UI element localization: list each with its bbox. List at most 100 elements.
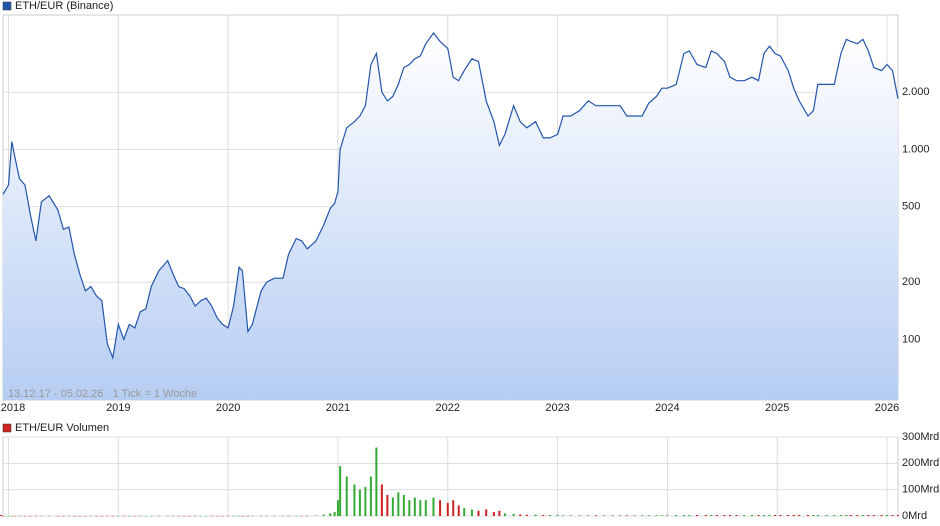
volume-bar xyxy=(587,515,590,516)
volume-bar xyxy=(696,514,699,516)
volume-bar xyxy=(188,515,191,517)
y-tick-label: 0Mrd xyxy=(902,510,927,522)
x-tick-label: 2019 xyxy=(106,402,130,414)
volume-bar xyxy=(282,515,285,517)
volume-bar xyxy=(205,515,208,517)
volume-bar xyxy=(463,508,466,516)
volume-bar xyxy=(556,514,559,516)
volume-bar xyxy=(194,515,197,517)
x-tick-label: 2021 xyxy=(326,402,350,414)
volume-bar xyxy=(424,500,427,516)
volume-bar xyxy=(73,515,76,517)
volume-bar xyxy=(353,484,356,516)
volume-bar xyxy=(839,514,842,516)
volume-bar xyxy=(849,514,852,516)
volume-bar xyxy=(477,510,480,516)
volume-bar xyxy=(825,514,828,516)
volume-bar xyxy=(812,514,815,516)
volume-bar xyxy=(369,476,372,516)
volume-bar xyxy=(602,515,605,516)
volume-bar xyxy=(221,515,224,517)
volume-bar xyxy=(300,515,303,517)
volume-bar xyxy=(95,515,98,517)
x-tick-label: 2025 xyxy=(765,402,789,414)
volume-bar xyxy=(768,514,771,516)
volume-bar xyxy=(265,515,268,517)
volume-bar xyxy=(7,515,10,517)
volume-bar xyxy=(498,510,501,516)
volume-bar xyxy=(647,515,650,516)
volume-bar xyxy=(682,514,685,516)
volume-bar xyxy=(100,515,103,517)
volume-bar xyxy=(806,514,809,516)
volume-bar xyxy=(122,515,125,517)
volume-bar xyxy=(897,514,899,516)
volume-bar xyxy=(14,515,17,517)
volume-bar xyxy=(111,515,114,517)
volume-bar xyxy=(139,515,142,517)
volume-bar xyxy=(117,515,120,517)
volume-bar xyxy=(172,515,175,517)
volume-bar xyxy=(89,515,92,517)
volume-bar xyxy=(525,514,528,516)
volume-bar xyxy=(397,492,400,516)
volume-bar xyxy=(595,515,598,516)
volume-bar xyxy=(183,515,186,517)
volume-bar xyxy=(29,515,32,517)
volume-bar xyxy=(273,515,276,517)
volume-bar xyxy=(512,513,515,516)
legend-label: ETH/EUR (Binance) xyxy=(15,0,113,12)
volume-bar xyxy=(763,514,766,516)
y-tick-label: 100Mrd xyxy=(902,484,939,496)
volume-bar xyxy=(548,514,551,516)
volume-bar xyxy=(723,514,726,516)
volume-bar xyxy=(845,514,848,516)
volume-bar xyxy=(666,515,669,516)
volume-bar xyxy=(872,514,875,516)
volume-bar xyxy=(23,515,26,517)
volume-bar xyxy=(157,515,160,517)
volume-bar xyxy=(675,514,678,516)
volume-bar xyxy=(633,515,636,516)
volume-bar xyxy=(779,514,782,516)
volume-bar xyxy=(757,514,760,516)
volume-bar xyxy=(34,515,37,517)
y-tick-label: 1.000 xyxy=(902,143,930,155)
volume-bar xyxy=(144,515,147,517)
volume-bar xyxy=(660,515,663,516)
volume-bar xyxy=(67,515,70,517)
volume-bar xyxy=(519,514,522,516)
volume-bar xyxy=(655,515,658,516)
volume-bar xyxy=(861,514,864,516)
volume-bar xyxy=(787,514,790,516)
volume-bar xyxy=(333,512,336,516)
x-tick-label: 2023 xyxy=(545,402,569,414)
volume-bar xyxy=(339,465,342,516)
y-tick-label: 500 xyxy=(902,201,920,213)
volume-bar xyxy=(358,489,361,516)
volume-bar xyxy=(886,514,889,516)
volume-bar xyxy=(260,515,263,517)
volume-bar xyxy=(710,514,713,516)
volume-bar xyxy=(688,514,691,516)
volume-bar xyxy=(641,515,644,516)
x-tick-label: 2026 xyxy=(875,402,899,414)
volume-bar xyxy=(704,514,707,516)
volume-bar xyxy=(287,515,290,517)
y-tick-label: 2.000 xyxy=(902,86,930,98)
legend-swatch xyxy=(2,423,12,433)
x-tick-label: 2018 xyxy=(1,402,25,414)
volume-bar xyxy=(380,484,383,516)
x-tick-label: 2024 xyxy=(655,402,679,414)
volume-bar xyxy=(880,514,883,516)
volume-bar xyxy=(329,513,332,516)
volume-bar xyxy=(542,514,545,516)
volume-bar xyxy=(78,515,81,517)
x-tick-label: 2020 xyxy=(216,402,240,414)
volume-bar xyxy=(246,515,249,517)
y-tick-label: 200Mrd xyxy=(902,457,939,469)
volume-bar xyxy=(199,515,202,517)
volume-bar xyxy=(750,514,753,516)
volume-bar xyxy=(133,515,136,517)
volume-bar xyxy=(715,514,718,516)
